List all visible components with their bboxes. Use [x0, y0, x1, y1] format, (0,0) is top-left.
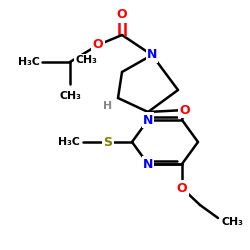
Text: H₃C: H₃C: [58, 137, 80, 147]
Text: N: N: [143, 158, 153, 170]
Text: CH₃: CH₃: [59, 91, 81, 101]
Text: S: S: [104, 136, 112, 148]
Text: O: O: [177, 182, 187, 194]
Text: O: O: [93, 38, 103, 52]
Text: CH₃: CH₃: [222, 217, 244, 227]
Text: H: H: [104, 101, 112, 111]
Text: N: N: [147, 48, 157, 62]
Text: O: O: [117, 8, 127, 22]
Text: H₃C: H₃C: [18, 57, 40, 67]
Text: CH₃: CH₃: [75, 55, 97, 65]
Text: O: O: [180, 104, 190, 117]
Text: N: N: [143, 114, 153, 126]
